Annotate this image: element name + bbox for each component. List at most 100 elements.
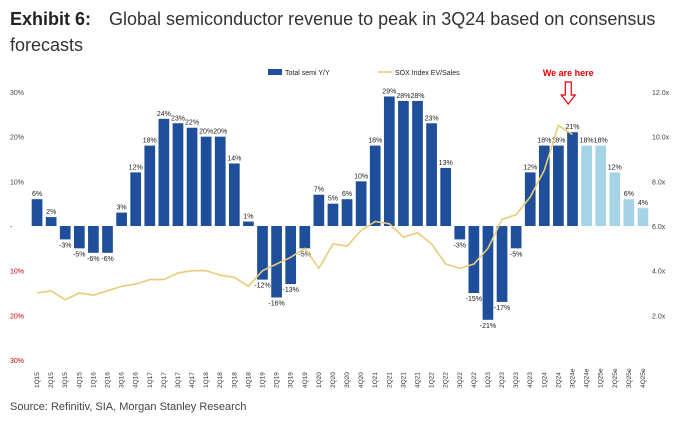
x-tick-label: 4Q17 <box>189 372 196 388</box>
sox-ev-sales-line <box>36 124 573 301</box>
bar-data-label: 18% <box>580 138 594 145</box>
bar-data-label: 22% <box>185 120 199 127</box>
bar-data-label: 5% <box>328 196 338 203</box>
legend-swatch-total-semi <box>268 69 282 75</box>
x-tick-label: 1Q18 <box>203 372 210 388</box>
bar-2Q15 <box>45 217 57 226</box>
bar-data-label: 4% <box>638 200 648 207</box>
bar-2Q16 <box>102 226 113 253</box>
bar-data-label: 29% <box>382 88 396 95</box>
x-tick-label: 3Q24e <box>570 368 577 388</box>
bar-2Q19 <box>271 226 282 298</box>
bar-data-label: -12% <box>254 283 270 290</box>
x-tick-label: 2Q16 <box>105 372 112 388</box>
x-tick-label: 4Q21 <box>415 372 422 388</box>
y-left-tick-label: 20% <box>10 135 24 142</box>
bar-1Q20 <box>313 194 325 226</box>
legend-label-sox: SOX Index EV/Sales <box>395 70 460 77</box>
bar-data-label: 13% <box>439 160 453 167</box>
x-tick-label: 3Q22 <box>457 372 464 388</box>
bar-data-label: -13% <box>283 287 299 294</box>
bar-data-label: -6% <box>87 256 99 263</box>
bar-2Q23 <box>496 226 508 302</box>
chart-title: Exhibit 6: Global semiconductor revenue t… <box>10 6 670 58</box>
semiconductor-revenue-chart: 30% 20% 10% - 10% 20% 30% 12.0x 10.0x 8.0x 6.0x 4.0… <box>10 68 670 388</box>
bar-2Q25e <box>609 172 621 226</box>
x-tick-label: 2Q21 <box>386 372 393 388</box>
bar-4Q19 <box>299 226 311 249</box>
bar-1Q25e <box>595 145 607 226</box>
y-left-tick-label: 10% <box>10 179 24 186</box>
bar-data-label: -17% <box>494 305 510 312</box>
bar-data-label: 12% <box>608 164 622 171</box>
y-right-tick-label: 6.0x <box>652 224 666 231</box>
bar-1Q22 <box>426 123 437 226</box>
bar-4Q24e <box>581 145 592 226</box>
x-tick-label: 2Q24 <box>555 372 562 388</box>
x-tick-label: 3Q25e <box>626 368 633 388</box>
x-tick-label: 1Q25e <box>598 368 605 388</box>
bar-3Q15 <box>59 226 71 240</box>
bar-3Q16 <box>116 212 127 226</box>
y-right-tick-label: 4.0x <box>652 269 666 276</box>
y-left-tick-label: 30% <box>10 358 24 365</box>
bar-data-label: 2% <box>46 209 56 216</box>
bar-data-label: 20% <box>213 129 227 136</box>
bar-1Q17 <box>144 145 156 226</box>
x-tick-label: 3Q23 <box>513 372 520 388</box>
bar-3Q24e <box>567 132 578 226</box>
x-tick-label: 3Q18 <box>231 372 238 388</box>
bar-data-label: 1% <box>243 214 253 221</box>
y-right-tick-label: 8.0x <box>652 179 666 186</box>
annotation-we-are-here: We are here <box>543 68 594 78</box>
x-tick-label: 2Q17 <box>161 372 168 388</box>
bar-data-label: 3% <box>117 205 127 212</box>
bar-4Q16 <box>130 172 142 226</box>
bar-1Q15 <box>31 199 43 226</box>
bar-data-label: -21% <box>480 323 496 330</box>
x-tick-label: 1Q17 <box>147 372 154 388</box>
bar-1Q19 <box>257 226 268 280</box>
x-tick-label: 3Q20 <box>344 372 351 388</box>
y-left-tick-label: - <box>10 224 13 231</box>
bar-2Q17 <box>158 118 170 226</box>
x-tick-label: 4Q23 <box>527 372 534 388</box>
bar-data-label: 14% <box>227 155 241 162</box>
x-tick-label: 1Q15 <box>34 372 41 388</box>
bar-4Q20 <box>355 181 367 226</box>
bar-data-label: 24% <box>157 111 171 118</box>
bar-1Q16 <box>88 226 99 253</box>
bar-data-label: 28% <box>410 93 424 100</box>
y-left-tick-label: 10% <box>10 269 24 276</box>
bar-3Q20 <box>341 199 353 226</box>
bar-4Q22 <box>468 226 480 293</box>
bar-data-label: 28% <box>396 93 410 100</box>
bar-3Q25e <box>623 199 635 226</box>
bar-data-label: 18% <box>143 138 157 145</box>
bar-data-label: 7% <box>314 187 324 194</box>
x-tick-label: 3Q19 <box>288 372 295 388</box>
bar-data-label: 18% <box>537 138 551 145</box>
bar-data-label: -16% <box>268 300 284 307</box>
x-tick-label: 1Q16 <box>90 372 97 388</box>
bar-1Q21 <box>369 145 381 226</box>
bar-data-label: -5% <box>510 251 522 258</box>
bar-data-label: 6% <box>32 191 42 198</box>
bar-data-label: -5% <box>299 251 311 258</box>
bar-data-label: 21% <box>565 124 579 131</box>
x-tick-label: 2Q20 <box>330 372 337 388</box>
bar-data-label: 18% <box>594 138 608 145</box>
bar-4Q15 <box>73 226 85 249</box>
bar-4Q21 <box>412 100 423 226</box>
bar-3Q19 <box>285 226 297 285</box>
x-tick-label: 1Q24 <box>541 372 548 388</box>
y-left-tick-label: 30% <box>10 90 24 97</box>
bar-4Q25e <box>637 208 649 226</box>
bar-data-label: 10% <box>354 173 368 180</box>
x-tick-label: 2Q19 <box>274 372 281 388</box>
y-left-tick-label: 20% <box>10 313 24 320</box>
legend-label-total-semi: Total semi Y/Y <box>285 70 330 77</box>
bar-data-label: 18% <box>551 138 565 145</box>
bar-data-label: -5% <box>73 251 85 258</box>
x-tick-label: 2Q18 <box>217 372 224 388</box>
